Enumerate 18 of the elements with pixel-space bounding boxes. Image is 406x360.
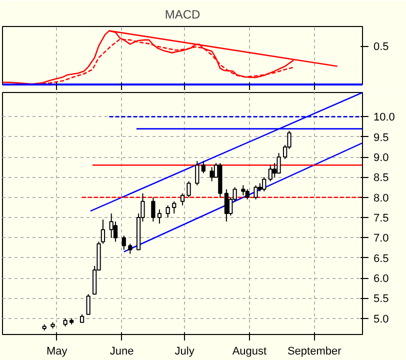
y-tick-label: 8.5 (374, 172, 389, 184)
y-tick-label: 5.5 (374, 293, 389, 306)
x-tick-label: June (110, 346, 134, 358)
x-tick-label: August (232, 346, 267, 358)
x-tick-label: September (287, 346, 342, 358)
y-tick-label: 6.5 (374, 252, 389, 265)
chart-title: MACD (164, 8, 200, 22)
y-tick-label: 10.0 (374, 112, 395, 124)
y-tick-label: 6.0 (374, 273, 389, 286)
y-tick-label: 9.5 (374, 132, 389, 144)
y-tick-label: 7.0 (374, 232, 389, 245)
y-tick-label: 7.5 (374, 212, 389, 225)
y-tick-label: 8.0 (374, 192, 389, 204)
text: 0.5 (374, 41, 389, 54)
x-tick-label: May (46, 346, 68, 358)
y-tick-label: 9.0 (374, 152, 389, 164)
x-tick-label: July (174, 346, 195, 358)
y-tick-label: 5.0 (374, 313, 389, 326)
